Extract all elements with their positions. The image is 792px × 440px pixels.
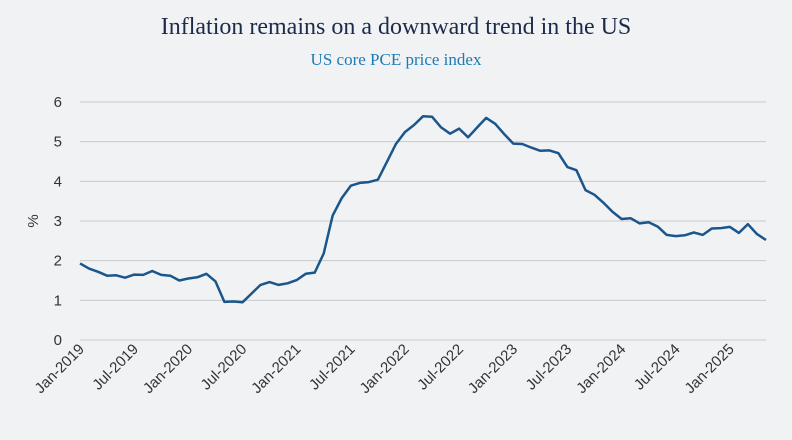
x-tick-label: Jul-2022: [414, 341, 467, 394]
chart-title: Inflation remains on a downward trend in…: [160, 14, 632, 40]
x-tick-label: Jan-2019: [32, 341, 88, 397]
chart-subtitle: US core PCE price index: [310, 50, 482, 69]
y-tick-label: 3: [54, 213, 62, 230]
x-tick-label: Jan-2021: [248, 341, 304, 397]
y-axis-label: %: [25, 214, 42, 227]
y-tick-label: 6: [54, 94, 62, 111]
x-tick-label: Jan-2024: [573, 341, 629, 397]
x-tick-label: Jul-2019: [89, 341, 142, 394]
x-tick-label: Jan-2020: [140, 341, 196, 397]
y-tick-label: 4: [54, 173, 62, 190]
x-tick-label: Jan-2022: [357, 341, 413, 397]
x-tick-label: Jul-2021: [306, 341, 359, 394]
y-tick-label: 2: [54, 253, 62, 270]
x-tick-label: Jul-2023: [523, 341, 576, 394]
x-tick-label: Jul-2020: [198, 341, 251, 394]
x-tick-label: Jan-2023: [465, 341, 521, 397]
y-tick-label: 5: [54, 134, 62, 151]
x-tick-label: Jan-2025: [681, 341, 737, 397]
y-tick-label: 0: [54, 332, 62, 349]
x-tick-label: Jul-2024: [631, 341, 684, 394]
y-tick-label: 1: [54, 292, 62, 309]
series-line-0: [79, 115, 767, 304]
